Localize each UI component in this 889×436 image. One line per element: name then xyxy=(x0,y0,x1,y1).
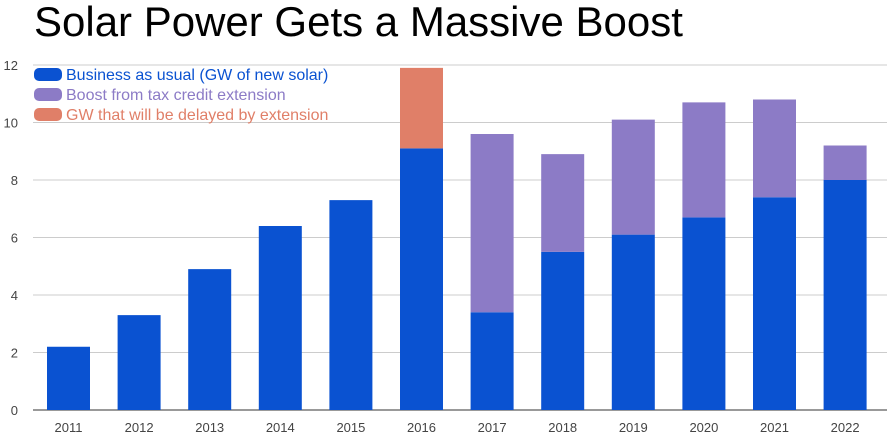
bar-2022-series-1 xyxy=(823,145,867,180)
x-tick-label: 2011 xyxy=(55,420,83,435)
x-tick-label: 2013 xyxy=(195,420,224,435)
y-tick-label: 6 xyxy=(11,231,18,246)
bar-2020-series-0 xyxy=(682,217,726,410)
bar-2020-series-1 xyxy=(682,102,726,218)
y-tick-label: 4 xyxy=(11,288,18,303)
y-tick-label: 10 xyxy=(4,116,18,131)
x-tick-label: 2020 xyxy=(689,420,718,435)
x-tick-label: 2019 xyxy=(619,420,648,435)
bar-2012-series-0 xyxy=(117,315,161,410)
y-tick-label: 2 xyxy=(11,346,18,361)
bar-2014-series-0 xyxy=(258,226,302,410)
y-tick-label: 0 xyxy=(11,403,18,418)
legend-label-1: Boost from tax credit extension xyxy=(66,87,286,104)
bar-2019-series-0 xyxy=(611,234,655,410)
y-tick-label: 12 xyxy=(4,58,18,73)
legend-swatch-2 xyxy=(34,108,62,121)
bar-2018-series-1 xyxy=(541,154,585,252)
y-tick-label: 8 xyxy=(11,173,18,188)
bar-2017-series-0 xyxy=(470,312,514,410)
x-tick-label: 2012 xyxy=(125,420,154,435)
bar-2022-series-0 xyxy=(823,180,867,410)
bar-2016-series-0 xyxy=(400,148,443,410)
bar-2021-series-0 xyxy=(753,197,796,410)
x-tick-label: 2014 xyxy=(266,420,295,435)
x-tick-label: 2021 xyxy=(760,420,789,435)
bar-2018-series-0 xyxy=(541,251,585,410)
legend-label-2: GW that will be delayed by extension xyxy=(66,107,328,124)
x-tick-label: 2015 xyxy=(336,420,365,435)
chart-title: Solar Power Gets a Massive Boost xyxy=(34,0,683,45)
x-tick-label: 2017 xyxy=(478,420,507,435)
legend-swatch-0 xyxy=(34,68,62,81)
x-tick-label: 2022 xyxy=(831,420,860,435)
x-tick-label: 2018 xyxy=(548,420,577,435)
bar-2013-series-0 xyxy=(188,269,232,410)
bar-2017-series-1 xyxy=(470,134,514,313)
bar-2019-series-1 xyxy=(611,119,655,235)
bar-2015-series-0 xyxy=(329,200,373,410)
legend-label-0: Business as usual (GW of new solar) xyxy=(66,67,328,84)
legend-swatch-1 xyxy=(34,88,62,101)
bar-2021-series-1 xyxy=(753,99,796,198)
bar-2011-series-0 xyxy=(47,346,90,410)
x-tick-label: 2016 xyxy=(407,420,436,435)
bar-2016-series-2 xyxy=(400,67,443,149)
